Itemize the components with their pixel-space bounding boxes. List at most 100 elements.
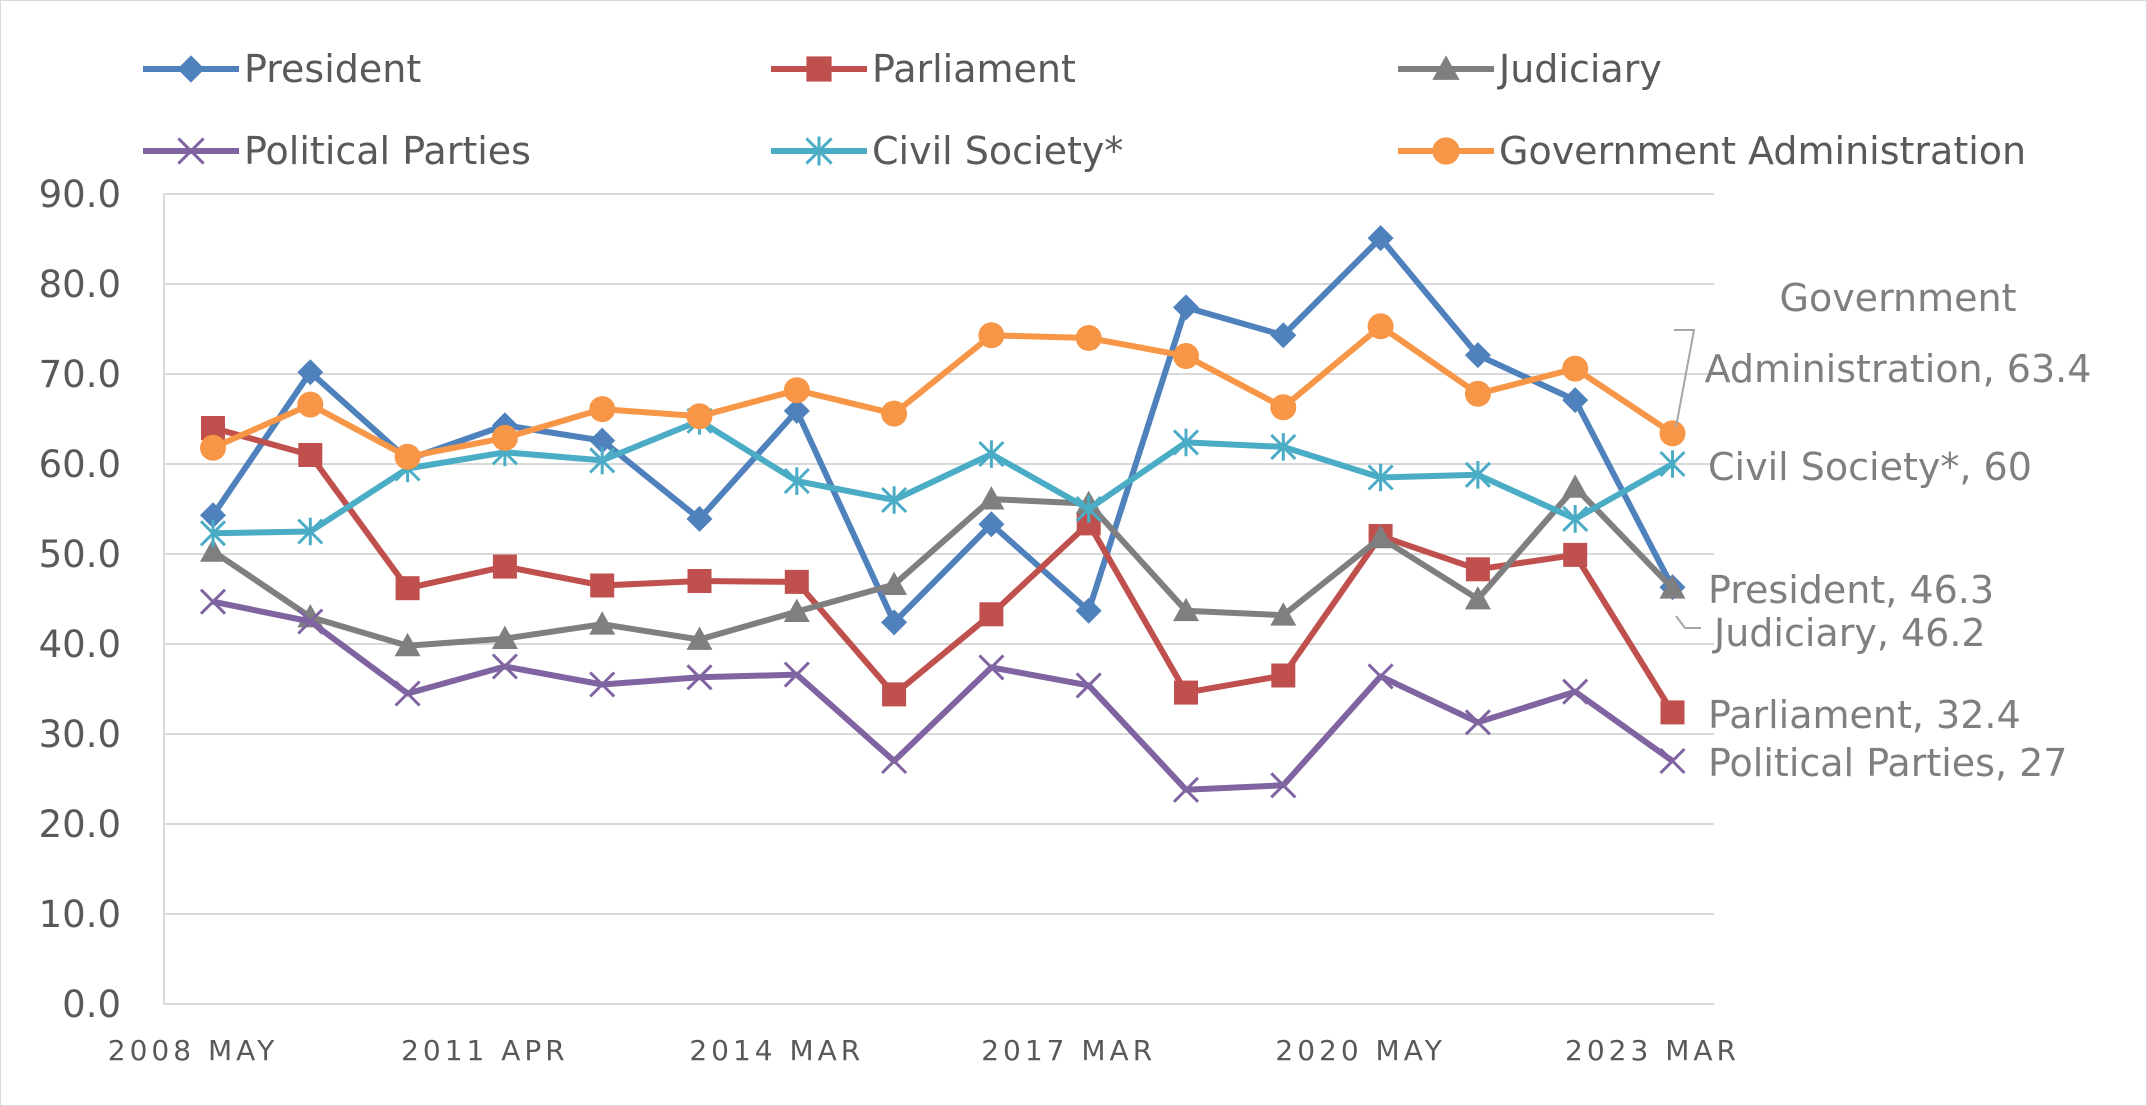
point-civil-society-11 (1270, 433, 1297, 461)
point-political-parties-13 (1464, 709, 1491, 736)
point-government-administration-5 (686, 403, 713, 430)
point-government-administration-2 (394, 443, 421, 470)
point-parliament-14 (1563, 542, 1588, 567)
legend-label-judiciary: Judiciary (1497, 47, 1662, 91)
series-president (200, 225, 1686, 636)
point-parliament-15 (1660, 700, 1685, 725)
point-president-0 (200, 502, 226, 529)
point-president-5 (686, 505, 713, 532)
point-president-12 (1367, 225, 1394, 252)
legend-label-parliament: Parliament (872, 47, 1076, 91)
end-label-parliament: Parliament, 32.4 (1708, 693, 2021, 737)
y-tick-label-4: 40.0 (39, 623, 121, 666)
point-president-10 (1173, 294, 1199, 321)
point-president-7 (881, 609, 908, 636)
line-political-parties (212, 598, 1675, 793)
line-judiciary (211, 484, 1675, 649)
point-civil-society-6 (783, 467, 810, 495)
legend-item-judiciary: Judiciary (1398, 47, 1662, 91)
point-parliament-4 (590, 573, 615, 598)
point-judiciary-2 (394, 632, 421, 657)
point-judiciary-5 (686, 626, 713, 650)
point-civil-society-15 (1659, 450, 1686, 478)
end-label-president: President, 46.3 (1708, 568, 1994, 612)
point-political-parties-8 (978, 654, 1005, 681)
point-government-administration-12 (1367, 313, 1394, 340)
point-civil-society-8 (978, 440, 1005, 468)
point-political-parties-7 (881, 747, 908, 775)
legend-marker-judiciary (1432, 55, 1460, 80)
end-labels: Government Administration, 63.4 Civil So… (1674, 276, 2091, 785)
series-civil-society (199, 407, 1686, 548)
legend-label-political-parties: Political Parties (244, 129, 531, 173)
legend-marker-parliament (806, 56, 832, 82)
legend-marker-president (177, 55, 205, 83)
legend-item-political-parties: Political Parties (143, 129, 531, 173)
point-civil-society-14 (1562, 505, 1589, 533)
point-president-14 (1562, 387, 1589, 414)
y-tick-label-1: 10.0 (39, 893, 121, 936)
point-government-administration-0 (200, 434, 226, 461)
legend-marker-civil-society (805, 136, 833, 166)
point-political-parties-12 (1367, 663, 1394, 690)
point-government-administration-7 (881, 400, 908, 427)
point-government-administration-4 (589, 396, 616, 423)
x-tick-label-15: 2023 MAR (1565, 1034, 1740, 1067)
point-judiciary-15 (1659, 575, 1686, 599)
point-government-administration-9 (1075, 325, 1102, 351)
point-government-administration-11 (1270, 394, 1297, 421)
point-civil-society-0 (199, 519, 227, 548)
point-political-parties-5 (686, 664, 713, 691)
point-president-4 (589, 427, 616, 454)
point-government-administration-6 (783, 377, 810, 404)
point-judiciary-11 (1270, 602, 1297, 626)
point-political-parties-6 (783, 661, 810, 688)
point-president-13 (1464, 342, 1491, 369)
legend-marker-government-administration (1432, 137, 1460, 165)
point-judiciary-14 (1562, 474, 1589, 498)
point-parliament-10 (1174, 680, 1198, 705)
point-president-9 (1075, 597, 1102, 624)
point-political-parties-11 (1270, 772, 1297, 799)
point-civil-society-4 (589, 446, 616, 475)
point-parliament-5 (687, 569, 712, 593)
point-civil-society-13 (1464, 461, 1491, 489)
point-president-1 (297, 359, 324, 386)
gridlines (164, 193, 1714, 915)
legend-label-government-administration: Government Administration (1499, 129, 2026, 173)
y-tick-label-8: 80.0 (39, 263, 121, 306)
legend-marker-political-parties (177, 137, 205, 165)
point-civil-society-10 (1172, 428, 1200, 457)
series-lines (199, 225, 1686, 803)
point-parliament-7 (882, 682, 907, 707)
line-government-administration (211, 323, 1675, 460)
point-government-administration-13 (1464, 380, 1491, 407)
y-tick-label-2: 20.0 (39, 803, 121, 846)
x-tick-label-0: 2008 MAY (108, 1034, 278, 1067)
point-judiciary-0 (200, 538, 226, 562)
y-tick-label-0: 0.0 (62, 983, 121, 1026)
point-civil-society-9 (1075, 495, 1102, 523)
point-judiciary-7 (881, 571, 908, 595)
point-president-8 (978, 511, 1005, 538)
point-parliament-8 (979, 602, 1004, 627)
point-political-parties-0 (199, 588, 227, 615)
point-civil-society-1 (297, 517, 324, 546)
x-tick-label-6: 2014 MAR (689, 1034, 864, 1067)
point-judiciary-6 (783, 598, 810, 622)
point-parliament-3 (492, 554, 517, 579)
series-government-administration (200, 313, 1686, 470)
point-political-parties-4 (589, 671, 616, 698)
y-tick-label-3: 30.0 (39, 713, 121, 756)
point-judiciary-3 (491, 625, 518, 649)
point-government-administration-3 (491, 424, 518, 451)
end-label-government-1: Government (1780, 276, 2017, 320)
point-judiciary-13 (1464, 586, 1491, 610)
legend-label-president: President (244, 47, 421, 91)
y-tick-label-5: 50.0 (39, 533, 121, 576)
point-judiciary-4 (589, 611, 616, 635)
point-parliament-13 (1465, 557, 1490, 582)
point-political-parties-15 (1659, 747, 1686, 775)
point-president-11 (1270, 322, 1297, 349)
